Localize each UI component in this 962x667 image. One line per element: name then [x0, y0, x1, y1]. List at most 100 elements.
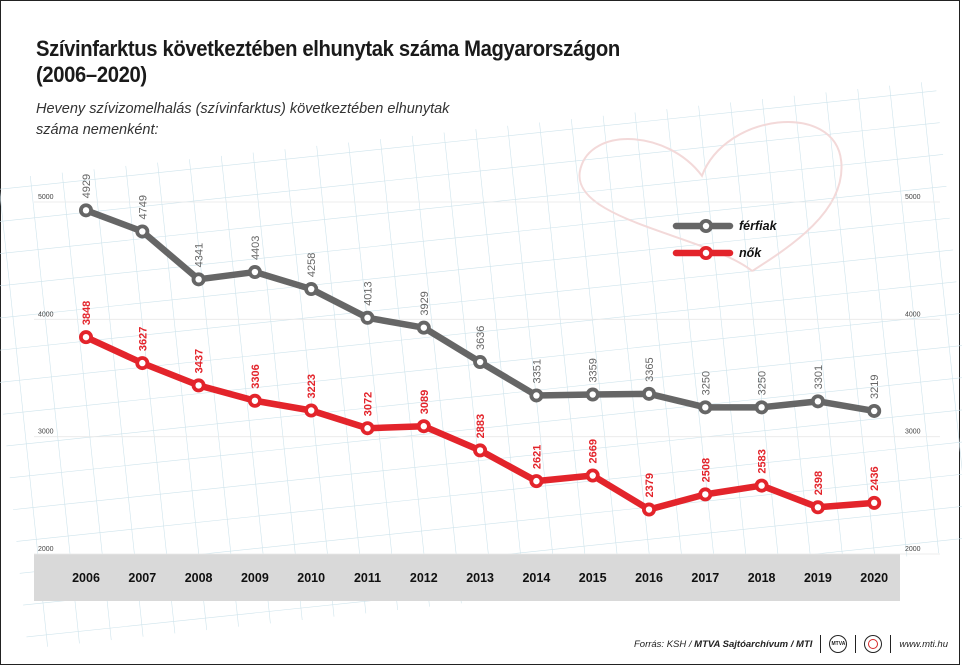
x-tick-label: 2014: [522, 571, 550, 585]
footer-divider: [855, 635, 857, 653]
grid-line-vertical: [443, 132, 494, 600]
data-label: 3365: [644, 357, 656, 381]
data-point-center: [702, 404, 709, 411]
data-label: 2621: [531, 445, 543, 469]
grid-line-vertical: [761, 99, 812, 567]
year-band-rect: [34, 554, 900, 601]
grid-line-horizontal: [9, 376, 962, 479]
grid-line-horizontal: [6, 345, 962, 447]
data-label: 4013: [363, 281, 375, 305]
x-tick-label: 2011: [354, 571, 381, 585]
data-label: 4403: [250, 236, 262, 260]
year-axis-band: [34, 554, 900, 601]
mtva-logo-text: MTVA: [831, 641, 846, 647]
grid-line-vertical: [825, 92, 876, 560]
data-point-center: [420, 423, 427, 430]
data-label: 3351: [531, 359, 543, 383]
x-tick-label: 2008: [185, 571, 213, 585]
x-tick-label: 2009: [241, 571, 269, 585]
source-prefix: Forrás: KSH /: [633, 638, 695, 650]
y-tick-label-left: 5000: [38, 194, 54, 201]
x-tick-label: 2017: [691, 571, 719, 585]
grid-line-vertical: [284, 149, 335, 617]
grid-line-vertical: [189, 159, 239, 627]
grid-line-horizontal: [16, 440, 962, 542]
x-tick-label: 2013: [466, 571, 494, 585]
website-link[interactable]: www.mti.hu: [899, 638, 948, 650]
data-point-center: [139, 228, 146, 235]
data-label: 3250: [757, 371, 769, 395]
data-label: 4258: [306, 253, 318, 277]
x-tick-label: 2010: [297, 571, 325, 585]
grid-line-horizontal: [0, 249, 954, 351]
grid-line-horizontal: [0, 217, 950, 319]
x-tick-label: 2006: [72, 571, 100, 585]
grid-line-horizontal: [0, 122, 940, 224]
data-point-center: [533, 392, 540, 399]
y-tick-label-right: 3000: [905, 429, 921, 436]
grid-line-vertical: [571, 119, 621, 587]
data-point-center: [195, 382, 202, 389]
data-point-center: [420, 324, 427, 331]
data-point-center: [814, 504, 822, 511]
legend-swatch-center: [702, 249, 710, 257]
data-label: 3437: [194, 349, 206, 373]
data-point-center: [251, 268, 259, 276]
data-label: 3072: [363, 392, 375, 416]
data-point-center: [251, 397, 259, 404]
data-label: 3359: [588, 358, 600, 382]
data-point-center: [364, 314, 371, 322]
data-point-center: [814, 398, 822, 405]
data-point-center: [589, 472, 596, 479]
data-point-center: [364, 425, 371, 432]
grid-line-vertical: [411, 135, 462, 604]
y-tick-label-left: 2000: [38, 546, 54, 553]
data-point-center: [758, 482, 765, 489]
y-tick-label-right: 5000: [905, 194, 921, 201]
data-label: 3250: [700, 371, 712, 395]
grid-line-horizontal: [0, 281, 957, 383]
data-point-center: [82, 207, 90, 214]
x-tick-label: 2007: [128, 571, 156, 585]
data-point-center: [871, 407, 878, 415]
legend-label: nők: [739, 246, 762, 260]
y-tick-label-left: 3000: [38, 429, 54, 436]
data-label: 3627: [137, 327, 149, 351]
data-label: 4929: [81, 174, 93, 198]
data-label: 2379: [644, 473, 656, 497]
x-tick-label: 2020: [860, 571, 888, 585]
mtva-logo-icon: MTVA: [829, 635, 848, 653]
data-label: 3848: [81, 301, 93, 325]
grid-line-vertical: [921, 82, 962, 550]
x-tick-label: 2018: [748, 571, 776, 585]
data-point-center: [758, 404, 765, 411]
y-tick-label-right: 4000: [905, 311, 921, 318]
footer-divider: [890, 635, 892, 653]
grid-line-vertical: [380, 139, 430, 607]
data-label: 3089: [419, 390, 431, 414]
grid-line-vertical: [220, 155, 271, 624]
grid-line-vertical: [348, 142, 398, 611]
x-tick-label: 2016: [635, 571, 663, 585]
footer: Forrás: KSH / MTVA Sajtóarchívum / MTI M…: [634, 633, 948, 655]
grid-line-horizontal: [0, 185, 947, 288]
legend-label: férfiak: [739, 219, 778, 233]
x-tick-label: 2015: [579, 571, 607, 585]
data-point-center: [645, 506, 653, 513]
y-tick-label-right: 2000: [905, 546, 921, 553]
source-agency: MTVA Sajtóarchívum / MTI: [694, 638, 813, 650]
mti-logo-icon: [864, 635, 883, 653]
data-label: 3301: [813, 365, 825, 389]
data-label: 2583: [757, 449, 769, 473]
data-point-center: [82, 333, 90, 341]
data-labels: 4929 4749 4341 4403 4258 4013 3929 3636 3351 3359…: [81, 174, 881, 498]
grid-line-vertical: [507, 125, 558, 594]
data-point-center: [308, 285, 315, 293]
x-tick-label: 2019: [804, 571, 832, 585]
legend-swatch-center: [702, 222, 710, 230]
data-point-center: [533, 477, 540, 485]
x-axis-ticks: 2006 2007 2008 2009 2010 2011 2012 2013 2014 2015…: [72, 571, 888, 585]
grid-line-vertical: [793, 95, 844, 564]
